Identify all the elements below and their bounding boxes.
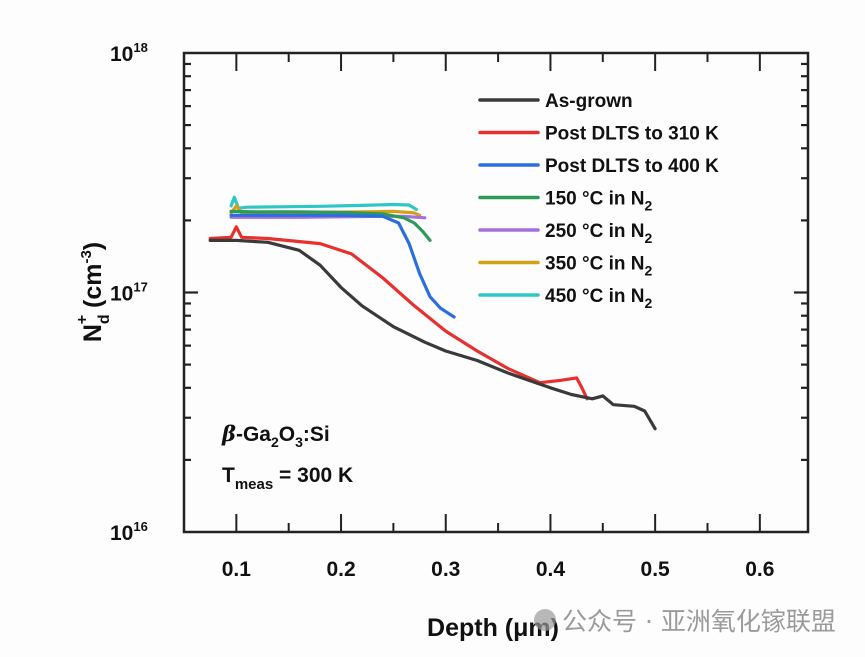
x-tick-label: 0.4 <box>536 558 566 581</box>
legend-label: 250 °C in N2 <box>545 221 652 246</box>
y-axis-title: Nd + (cm-3) <box>74 242 113 342</box>
legend: As-grown Post DLTS to 310 K Post DLTS to 4… <box>478 91 719 311</box>
legend-label: 450 °C in N2 <box>545 286 652 311</box>
series-line-0 <box>208 238 657 431</box>
y-axis-title-unit-end: ) <box>79 242 107 250</box>
y-tick-labels: 1016 1017 1018 <box>110 40 148 545</box>
legend-label: As-grown <box>545 91 633 112</box>
svg-text:Nd+ (cm-3): Nd + (cm-3) <box>74 242 113 342</box>
y-axis-title-unit-sup: -3 <box>78 250 95 263</box>
y-tick-label: 1017 <box>110 280 148 306</box>
watermark: 公众号 · 亚洲氧化镓联盟 <box>534 607 836 636</box>
watermark-logo-icon <box>534 609 556 631</box>
y-tick-label: 1018 <box>110 40 148 66</box>
series-line-1 <box>208 225 589 401</box>
material-annotation: β-Ga2O3:Si <box>221 421 330 450</box>
y-tick-label: 1016 <box>110 519 148 545</box>
x-tick-label: 0.2 <box>326 558 355 581</box>
y-axis-title-sup: + <box>74 315 91 324</box>
x-tick-label: 0.3 <box>431 558 460 581</box>
x-tick-label: 0.6 <box>745 558 774 581</box>
series-line-3 <box>229 209 432 242</box>
series-line-2 <box>229 213 456 319</box>
legend-label: 150 °C in N2 <box>545 189 652 214</box>
x-tick-label: 0.5 <box>641 558 671 581</box>
y-axis-title-sub: d <box>96 314 113 324</box>
x-tick-labels: 0.1 0.2 0.3 0.4 0.5 0.6 <box>222 558 775 581</box>
ticks-layer <box>184 53 808 532</box>
x-tick-label: 0.1 <box>222 558 252 581</box>
series-layer <box>208 195 657 431</box>
legend-label: Post DLTS to 400 K <box>545 156 719 177</box>
y-axis-title-unit: (cm <box>79 264 107 315</box>
watermark-text: 公众号 · 亚洲氧化镓联盟 <box>562 607 836 636</box>
legend-label: Post DLTS to 310 K <box>545 124 719 145</box>
y-axis-title-main: N <box>79 324 107 342</box>
series-line-6 <box>229 195 418 212</box>
legend-label: 350 °C in N2 <box>545 254 652 279</box>
temperature-annotation: Tmeas = 300 K <box>222 464 353 493</box>
